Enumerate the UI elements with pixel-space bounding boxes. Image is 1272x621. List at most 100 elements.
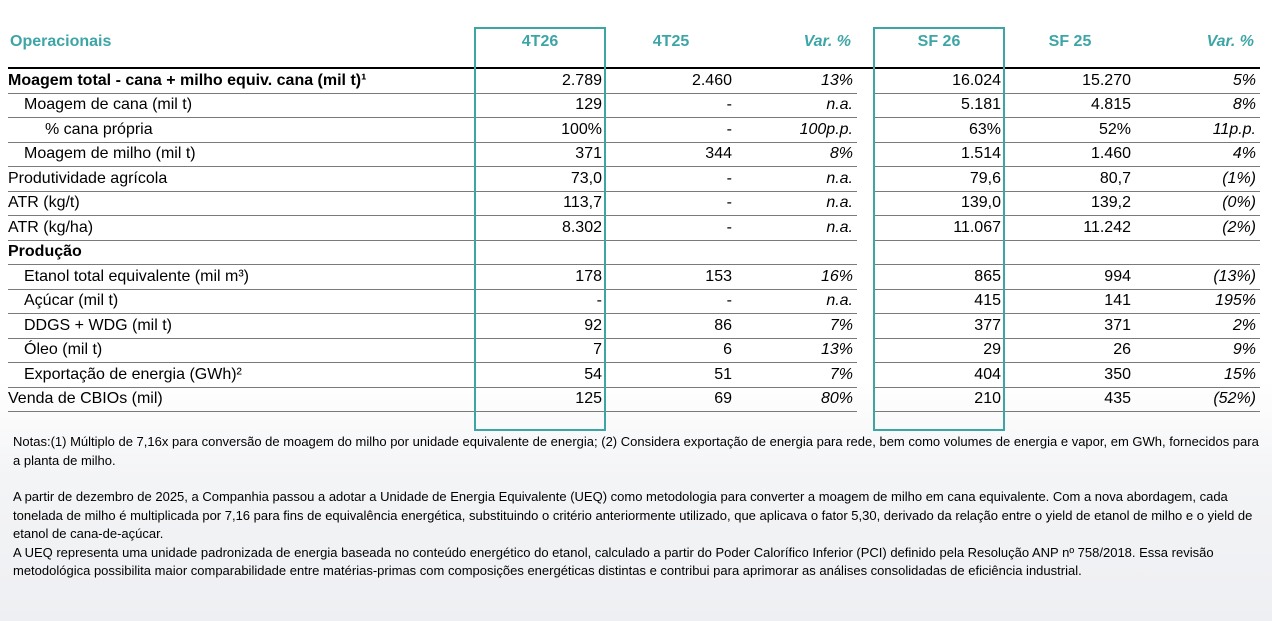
cell-4t25: 153 [606, 264, 736, 290]
row-label: Produtividade agrícola [8, 166, 474, 192]
cell-sf26 [873, 240, 1005, 265]
cell-4t26: 125 [474, 387, 606, 412]
table-row: Óleo (mil t) 7 6 13% 29 26 9% [8, 338, 1260, 363]
cell-var-quarter: 7% [736, 313, 857, 339]
cell-gap [857, 387, 873, 412]
header-gap [857, 17, 873, 69]
table-row: Açúcar (mil t) - - n.a. 415 141 195% [8, 289, 1260, 314]
cell-gap [857, 167, 873, 192]
table-row: Moagem de cana (mil t) 129- n.a. 5.181 4.815… [8, 93, 1260, 118]
row-label: ATR (kg/t) [8, 191, 474, 216]
header-sf26: SF 26 [873, 17, 1005, 69]
cell-4t25: - [606, 117, 736, 143]
cell-sf26: 415 [873, 289, 1005, 314]
cell-var-quarter: n.a. [736, 215, 857, 241]
cell-var-quarter: n.a. [736, 93, 857, 118]
cell-sf25: 1.460 [1005, 142, 1135, 167]
row-label: Óleo (mil t) [8, 338, 474, 363]
row-label: Moagem de milho (mil t) [8, 142, 474, 167]
cell-var-season: 11p.p. [1135, 117, 1260, 143]
cell-4t26: 73,0 [474, 166, 606, 192]
cell-var-season: 8% [1135, 93, 1260, 118]
cell-var-season: 195% [1135, 289, 1260, 314]
table-row: Exportação de energia (GWh)² 54 51 7% 404 350… [8, 362, 1260, 388]
cell-4t25: 69 [606, 387, 736, 412]
cell-gap [857, 289, 873, 314]
cell-var-season: (1%) [1135, 166, 1260, 192]
cell-4t25 [606, 240, 736, 265]
cell-sf26: 865 [873, 264, 1005, 290]
cell-gap [857, 363, 873, 388]
cell-var-quarter: n.a. [736, 166, 857, 192]
cell-sf25: 26 [1005, 338, 1135, 363]
cell-4t26: 7 [474, 338, 606, 363]
cell-sf25: 435 [1005, 387, 1135, 412]
table-row: Venda de CBIOs (mil) 125 69 80% 210 435 (52%) [8, 387, 1260, 412]
cell-sf26: 11.067 [873, 215, 1005, 241]
cell-var-quarter: 7% [736, 362, 857, 388]
notes-section: Notas:(1) Múltiplo de 7,16x para convers… [13, 433, 1263, 581]
cell-gap [857, 68, 873, 93]
cell-sf26: 29 [873, 338, 1005, 363]
cell-4t25: 6 [606, 338, 736, 363]
header-4t25: 4T25 [606, 17, 736, 69]
cell-sf25: 141 [1005, 289, 1135, 314]
header-4t26: 4T26 [474, 17, 606, 69]
cell-sf25: 15.270 [1005, 68, 1135, 94]
cell-var-quarter [736, 240, 857, 265]
cell-gap [857, 191, 873, 216]
cell-sf26: 404 [873, 362, 1005, 388]
cell-sf26: 377 [873, 313, 1005, 339]
cell-var-season: (52%) [1135, 387, 1260, 412]
cell-sf25: 139,2 [1005, 191, 1135, 216]
cell-4t25: - [606, 215, 736, 241]
row-label: % cana própria [8, 117, 474, 143]
cell-var-season: (0%) [1135, 191, 1260, 216]
row-label: Açúcar (mil t) [8, 289, 474, 314]
cell-4t25: - [606, 166, 736, 192]
cell-4t25: - [606, 93, 736, 118]
cell-4t26: 54 [474, 362, 606, 388]
cell-4t25: - [606, 289, 736, 314]
cell-4t25: 344 [606, 142, 736, 167]
cell-sf25: 994 [1005, 264, 1135, 290]
table-row: Moagem de milho (mil t) 371 344 8% 1.514 1.46… [8, 142, 1260, 167]
background-fade [0, 380, 1272, 621]
cell-var-quarter: n.a. [736, 289, 857, 314]
cell-sf26: 139,0 [873, 191, 1005, 216]
cell-var-quarter: 100p.p. [736, 117, 857, 143]
cell-var-season: (13%) [1135, 264, 1260, 290]
cell-sf25: 350 [1005, 362, 1135, 388]
table-row: ATR (kg/ha) 8.302- n.a. 11.067 11.242 (2%) [8, 215, 1260, 241]
cell-4t25: - [606, 191, 736, 216]
table-row: % cana própria 100% -100p.p. 63% 52% 11p.p. [8, 117, 1260, 143]
table-row: Produtividade agrícola 73,0- n.a. 79,6 80,7(… [8, 166, 1260, 192]
cell-var-quarter: 8% [736, 142, 857, 167]
cell-4t26: 129 [474, 93, 606, 118]
table-row: Etanol total equivalente (mil m³) 178 153 1… [8, 264, 1260, 290]
cell-4t26: 371 [474, 142, 606, 167]
cell-var-season [1135, 240, 1260, 265]
cell-var-season: 4% [1135, 142, 1260, 167]
cell-sf25: 4.815 [1005, 93, 1135, 118]
cell-4t26: 8.302 [474, 215, 606, 241]
cell-var-season: 9% [1135, 338, 1260, 363]
cell-sf26: 210 [873, 387, 1005, 412]
cell-4t25: 86 [606, 313, 736, 339]
cell-sf26: 5.181 [873, 93, 1005, 118]
cell-sf26: 16.024 [873, 68, 1005, 94]
cell-4t26 [474, 240, 606, 265]
cell-4t25: 2.460 [606, 68, 736, 94]
cell-sf25 [1005, 240, 1135, 265]
cell-sf26: 63% [873, 117, 1005, 143]
cell-gap [857, 265, 873, 290]
cell-4t26: 178 [474, 264, 606, 290]
table-row: Moagem total - cana + milho equiv. cana … [8, 68, 1260, 94]
cell-var-quarter: 13% [736, 68, 857, 94]
table-row: Produção [8, 240, 1260, 265]
cell-var-season: 5% [1135, 68, 1260, 94]
cell-sf25: 11.242 [1005, 215, 1135, 241]
cell-var-quarter: 13% [736, 338, 857, 363]
cell-gap [857, 216, 873, 241]
table-header-row: Operacionais 4T26 4T25 Var. % SF 26 SF 2… [8, 17, 1260, 69]
